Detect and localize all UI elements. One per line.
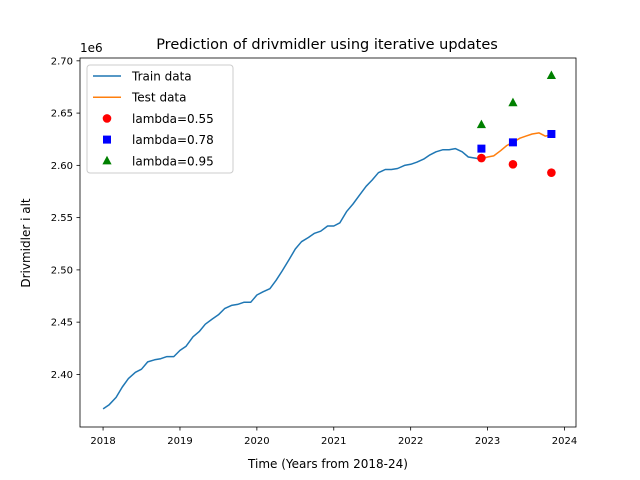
legend-label-test-data: Test data xyxy=(131,91,186,105)
legend-box xyxy=(86,64,234,174)
x-tick-label: 2018 xyxy=(90,436,115,447)
y-tick-label: 2.70 xyxy=(51,56,73,67)
legend-marker-lambda-0-95 xyxy=(102,155,112,165)
axes-frame xyxy=(79,57,577,428)
x-tick-label: 2019 xyxy=(167,436,192,447)
x-tick-label: 2021 xyxy=(321,436,346,447)
data-point-lambda-0-55 xyxy=(508,160,518,169)
data-point-lambda-0-78 xyxy=(508,138,517,147)
legend: Train data Test data lambda=0.55 lambda=0.7… xyxy=(86,64,234,174)
legend-label-lambda-0-78: lambda=0.78 xyxy=(132,133,214,147)
x-axis-label: Time (Years from 2018-24) xyxy=(247,457,408,471)
data-point-lambda-0-95 xyxy=(476,119,487,129)
data-point-lambda-0-55 xyxy=(547,168,556,177)
y-axis-offset-label: 1e6 xyxy=(80,41,103,55)
y-tick-label: 2.65 xyxy=(51,109,73,120)
legend-label-train-data: Train data xyxy=(131,70,192,84)
y-axis-label: Drivmidler i alt xyxy=(19,198,33,288)
data-point-lambda-0-78 xyxy=(547,129,556,138)
legend-label-lambda-0-55: lambda=0.55 xyxy=(132,112,214,126)
series-train-data xyxy=(102,147,482,410)
y-tick-label: 2.40 xyxy=(51,370,73,381)
data-point-lambda-0-95 xyxy=(546,70,556,80)
y-tick-label: 2.50 xyxy=(51,265,73,276)
data-point-lambda-0-55 xyxy=(477,153,486,163)
chart-title: Prediction of drivmidler using iterative… xyxy=(156,37,498,53)
series-line-train-data xyxy=(102,147,482,410)
axes: 2018 2019 2020 2021 2022 2023 2024 2.40 2.45 2.50… xyxy=(51,56,577,447)
plot-area xyxy=(102,70,556,410)
y-tick-label: 2.55 xyxy=(51,213,73,224)
y-tick-label: 2.45 xyxy=(51,318,73,329)
series-lambda-0-95 xyxy=(476,70,556,129)
series-lambda-0-55 xyxy=(477,153,556,177)
x-tick-label: 2023 xyxy=(475,436,500,447)
x-tick-label: 2020 xyxy=(244,436,269,447)
legend-marker-lambda-0-55 xyxy=(102,114,112,123)
data-point-lambda-0-78 xyxy=(477,144,486,153)
legend-label-lambda-0-95: lambda=0.95 xyxy=(132,154,214,168)
data-point-lambda-0-95 xyxy=(508,97,518,107)
x-tick-label: 2024 xyxy=(552,436,577,447)
series-lambda-0-78 xyxy=(477,129,556,153)
x-tick-label: 2022 xyxy=(398,436,423,447)
legend-marker-lambda-0-78 xyxy=(103,135,111,144)
y-tick-label: 2.60 xyxy=(51,161,73,172)
